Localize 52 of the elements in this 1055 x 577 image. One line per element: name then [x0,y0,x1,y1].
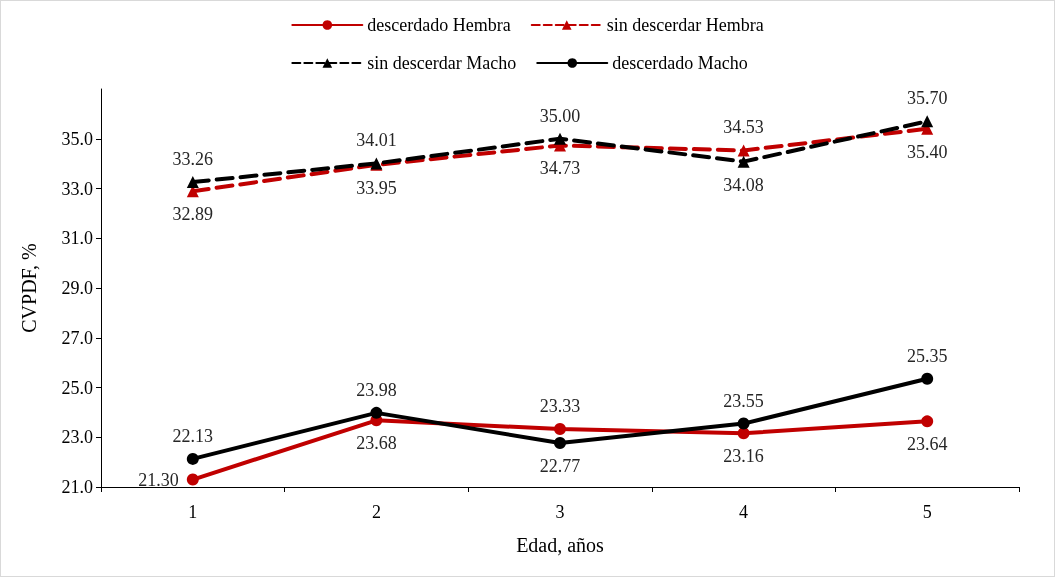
point [737,155,750,168]
point [186,176,199,189]
y-tick-label: 31.0 [61,228,93,249]
x-tick-label: 1 [188,502,198,522]
point [737,144,750,157]
point [554,436,566,449]
point [921,115,934,128]
y-axis-title: CVPDF, % [18,243,40,333]
point [921,372,934,385]
data-label: 23.55 [723,390,764,411]
y-tick-label: 21.0 [61,477,93,497]
x-tick-label: 4 [739,502,749,522]
data-label: 23.64 [906,434,948,455]
x-axis-title: Edad, años [516,534,605,556]
point [186,473,199,486]
legend-label: sin descerdar Hembra [606,15,764,35]
data-label: 35.00 [539,105,581,126]
x-tick-label: 2 [371,502,381,522]
y-tick-label: 33.0 [61,178,93,199]
point [554,132,566,145]
legend-label: descerdado Macho [612,53,748,73]
data-label: 22.77 [539,455,581,476]
data-label: 33.26 [172,149,214,170]
x-tick-label: 3 [555,502,565,522]
data-label: 21.30 [138,469,179,490]
point [921,415,934,428]
point [186,452,199,465]
data-label: 34.01 [356,130,397,151]
y-tick-label: 27.0 [61,327,93,348]
data-label: 35.70 [906,88,948,109]
legend-label: descerdado Hembra [367,15,511,35]
data-label: 34.08 [723,174,764,195]
legend-label: sin descerdar Macho [367,53,517,73]
data-label: 33.95 [356,177,397,198]
data-label: 22.13 [172,425,214,446]
point [370,406,383,419]
data-label: 25.35 [906,345,948,366]
y-tick-label: 23.0 [61,427,93,448]
data-label: 34.73 [539,158,581,179]
x-tick-label: 5 [922,502,932,522]
data-label: 34.53 [723,117,764,138]
y-tick-label: 29.0 [61,278,93,298]
data-label: 23.98 [356,379,397,400]
point [554,423,566,436]
data-label: 32.89 [172,204,214,225]
y-tick-label: 35.0 [61,128,93,149]
data-label: 35.40 [906,141,948,162]
data-label: 23.33 [539,396,581,417]
y-tick-label: 25.0 [61,377,93,398]
data-label: 23.16 [723,446,764,467]
data-label: 23.68 [356,433,397,454]
point [737,417,750,430]
